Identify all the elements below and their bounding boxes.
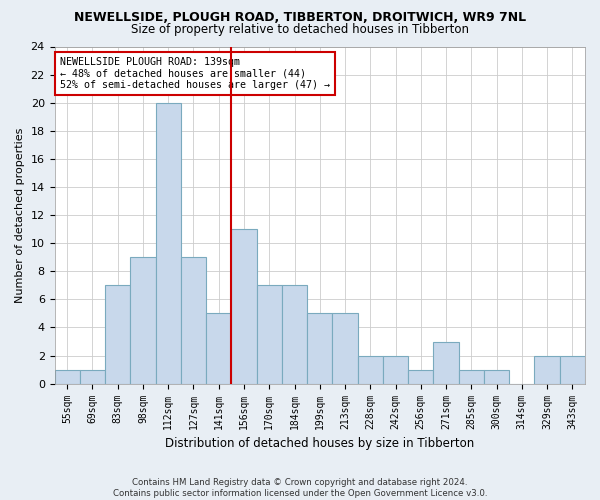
- X-axis label: Distribution of detached houses by size in Tibberton: Distribution of detached houses by size …: [165, 437, 475, 450]
- Bar: [155, 102, 181, 384]
- Bar: [535, 356, 560, 384]
- Bar: [332, 314, 358, 384]
- Bar: [55, 370, 80, 384]
- Text: Contains HM Land Registry data © Crown copyright and database right 2024.
Contai: Contains HM Land Registry data © Crown c…: [113, 478, 487, 498]
- Bar: [307, 314, 332, 384]
- Text: NEWELLSIDE PLOUGH ROAD: 139sqm
← 48% of detached houses are smaller (44)
52% of : NEWELLSIDE PLOUGH ROAD: 139sqm ← 48% of …: [60, 56, 330, 90]
- Bar: [408, 370, 433, 384]
- Bar: [282, 286, 307, 384]
- Bar: [358, 356, 383, 384]
- Bar: [383, 356, 408, 384]
- Bar: [232, 229, 257, 384]
- Y-axis label: Number of detached properties: Number of detached properties: [15, 128, 25, 303]
- Bar: [206, 314, 232, 384]
- Bar: [130, 257, 155, 384]
- Text: Size of property relative to detached houses in Tibberton: Size of property relative to detached ho…: [131, 22, 469, 36]
- Bar: [560, 356, 585, 384]
- Bar: [484, 370, 509, 384]
- Bar: [257, 286, 282, 384]
- Bar: [458, 370, 484, 384]
- Bar: [433, 342, 458, 384]
- Bar: [181, 257, 206, 384]
- Bar: [105, 286, 130, 384]
- Bar: [80, 370, 105, 384]
- Text: NEWELLSIDE, PLOUGH ROAD, TIBBERTON, DROITWICH, WR9 7NL: NEWELLSIDE, PLOUGH ROAD, TIBBERTON, DROI…: [74, 11, 526, 24]
